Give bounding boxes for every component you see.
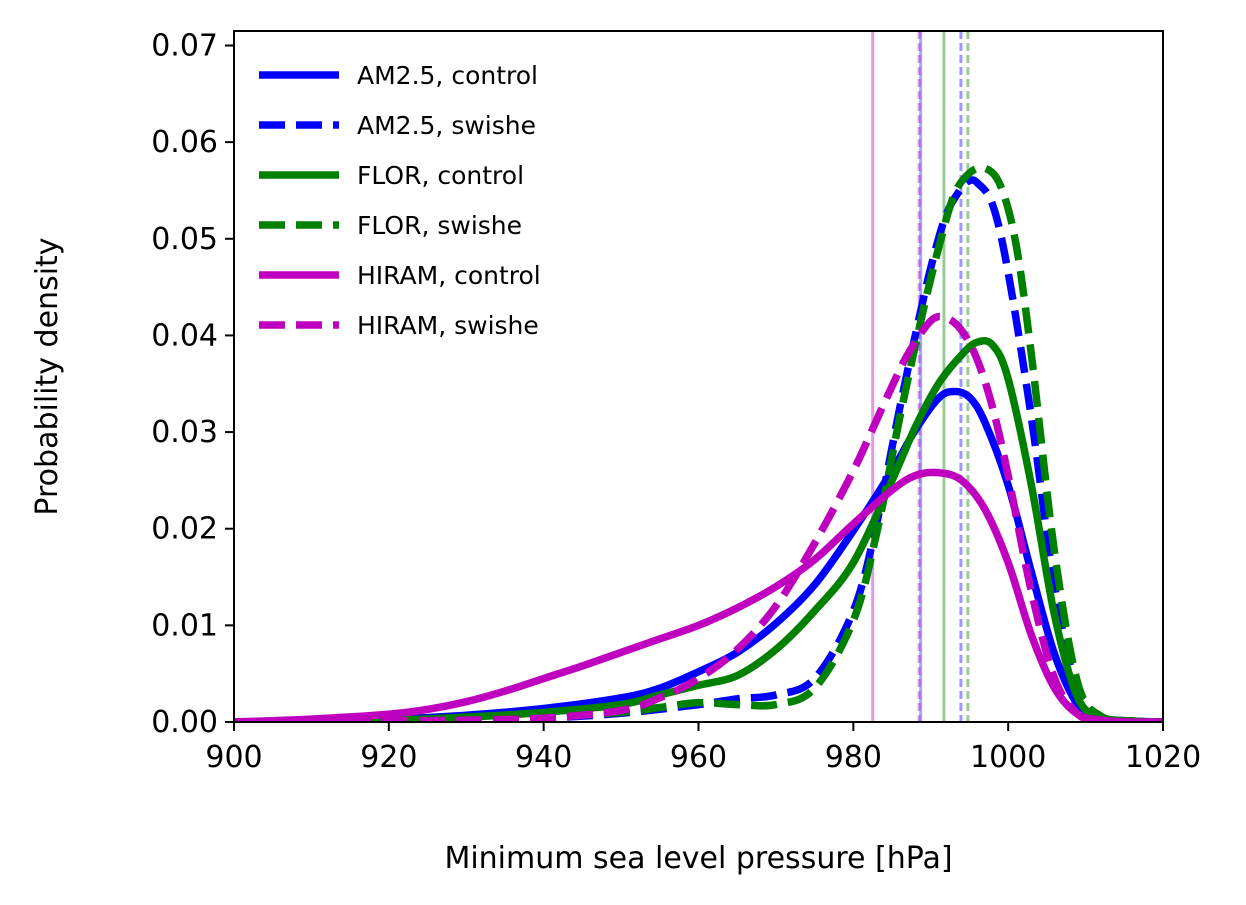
legend-label: AM2.5, control — [357, 61, 538, 90]
y-tick-label: 0.01 — [151, 608, 218, 643]
y-tick-label: 0.00 — [151, 705, 218, 740]
x-tick-label: 960 — [670, 740, 727, 775]
x-tick-label: 1000 — [970, 740, 1046, 775]
reference-lines — [871, 31, 970, 722]
y-tick-label: 0.06 — [151, 125, 218, 160]
x-tick-label: 980 — [825, 740, 882, 775]
x-axis: 900 920 940 960 980 1000 1020 — [205, 722, 1201, 775]
legend: AM2.5, control AM2.5, swishe FLOR, control… — [259, 61, 541, 340]
legend-label: FLOR, swishe — [357, 211, 522, 240]
legend-label: HIRAM, control — [357, 261, 541, 290]
y-tick-label: 0.07 — [151, 28, 218, 63]
plot-area — [234, 163, 1163, 722]
legend-label: HIRAM, swishe — [357, 311, 539, 340]
y-tick-label: 0.03 — [151, 415, 218, 450]
y-axis: 0.00 0.01 0.02 0.03 0.04 0.05 0.06 0.07 — [151, 28, 234, 740]
x-tick-label: 900 — [205, 740, 262, 775]
legend-label: AM2.5, swishe — [357, 111, 536, 140]
legend-label: FLOR, control — [357, 161, 524, 190]
x-tick-label: 1020 — [1125, 740, 1201, 775]
y-tick-label: 0.05 — [151, 222, 218, 257]
y-tick-label: 0.04 — [151, 318, 218, 353]
x-tick-label: 940 — [515, 740, 572, 775]
x-axis-label: Minimum sea level pressure [hPa] — [444, 841, 952, 876]
series-line-hiram-swishe — [234, 312, 1163, 722]
y-axis-label: Probability density — [30, 237, 65, 515]
series-line-hiram-control — [234, 468, 1163, 722]
series-line-flor-control — [234, 336, 1163, 722]
x-tick-label: 920 — [360, 740, 417, 775]
y-tick-label: 0.02 — [151, 512, 218, 547]
